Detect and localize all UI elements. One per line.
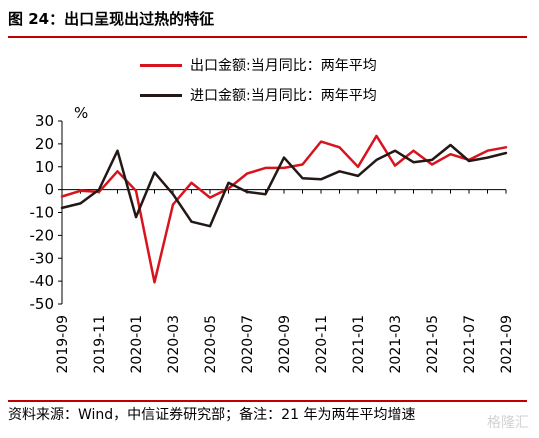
- source-note: 资料来源：Wind，中信证券研究部；备注：21 年为两年平均增速: [8, 407, 416, 423]
- series-line-import: [60, 143, 508, 228]
- legend-entry-import: 进口金额:当月同比：两年平均: [140, 80, 377, 110]
- figure-title: 图 24：出口呈现出过热的特征: [8, 10, 215, 28]
- y-tick-label: 0: [44, 181, 54, 199]
- x-tick-label: 2020-11: [314, 315, 330, 374]
- x-tick-label: 2020-05: [203, 315, 219, 374]
- footer-rule: [8, 400, 527, 402]
- y-tick-label: -30: [30, 249, 55, 267]
- legend-swatch-export: [140, 63, 182, 67]
- x-tick-label: 2019-09: [55, 315, 71, 374]
- x-tick-label: 2021-01: [351, 315, 367, 374]
- x-tick-label: 2021-05: [425, 315, 441, 374]
- x-tick-label: 2021-09: [499, 315, 515, 374]
- y-tick-label: 10: [35, 158, 54, 176]
- x-tick-label: 2020-03: [166, 315, 182, 374]
- legend-entry-export: 出口金额:当月同比：两年平均: [140, 50, 377, 80]
- legend-label-export: 出口金额:当月同比：两年平均: [190, 58, 377, 74]
- y-tick-label: -40: [30, 272, 55, 290]
- x-tick-label: 2020-07: [240, 315, 256, 374]
- y-tick-label: -50: [30, 295, 55, 313]
- title-rule: [8, 36, 527, 38]
- series-line-export: [60, 134, 508, 284]
- x-tick-label: 2020-01: [129, 315, 145, 374]
- y-tick-label: -20: [30, 226, 55, 244]
- x-tick-label: 2021-03: [388, 315, 404, 374]
- y-tick-label: 30: [35, 112, 54, 130]
- y-axis-unit: %: [74, 104, 89, 122]
- y-tick-label: -10: [30, 204, 55, 222]
- x-tick-label: 2021-07: [462, 315, 478, 374]
- x-tick-label: 2020-09: [277, 315, 293, 374]
- chart-legend: 出口金额:当月同比：两年平均 进口金额:当月同比：两年平均: [140, 50, 377, 110]
- watermark-logo: 格隆汇: [487, 415, 529, 431]
- y-tick-label: 20: [35, 135, 54, 153]
- legend-swatch-import: [140, 93, 182, 97]
- x-tick-label: 2019-11: [92, 315, 108, 374]
- legend-label-import: 进口金额:当月同比：两年平均: [190, 88, 377, 104]
